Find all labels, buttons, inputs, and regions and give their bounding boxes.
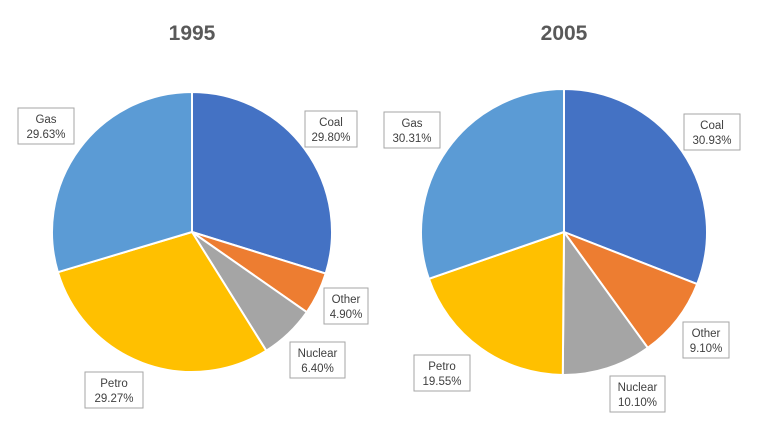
data-label-box [683, 113, 741, 151]
data-label-box [413, 354, 471, 392]
data-label-petro: Petro 19.55% [413, 354, 471, 392]
data-label-other: Other 9.10% [682, 321, 730, 359]
data-label-box [17, 107, 75, 145]
slice-name-label: Coal [700, 120, 724, 132]
data-label-nuclear: Nuclear 6.40% [289, 341, 346, 379]
data-label-box [383, 111, 441, 149]
data-label-gas: Gas 30.31% [383, 111, 441, 149]
pie-slice-coal [191, 90, 333, 275]
pie-chart-2005: 2005 Coal 30.93% Other 9.10% Nuclear 10.10% Pe… [383, 22, 741, 413]
slice-name-label: Gas [401, 118, 422, 130]
slice-value-label: 29.63% [26, 129, 65, 141]
data-label-box [323, 287, 369, 325]
slice-name-label: Gas [35, 114, 56, 126]
pie-slice-gas [51, 90, 193, 274]
pie-slice-coal [563, 87, 708, 286]
data-label-nuclear: Nuclear 10.10% [609, 375, 666, 413]
data-label-box [609, 375, 666, 413]
slice-value-label: 19.55% [422, 376, 461, 388]
slice-name-label: Nuclear [298, 348, 338, 360]
slice-value-label: 29.27% [94, 393, 133, 405]
data-label-coal: Coal 30.93% [683, 113, 741, 151]
pie-chart-1995: 1995 Coal 29.80% Other 4.90% Nuclear 6.40% Pet… [17, 22, 369, 409]
data-label-gas: Gas 29.63% [17, 107, 75, 145]
data-label-other: Other 4.90% [323, 287, 369, 325]
data-label-petro: Petro 29.27% [84, 371, 144, 409]
pie-slice-gas [420, 87, 565, 281]
slice-value-label: 9.10% [690, 343, 723, 355]
slice-value-label: 30.31% [392, 133, 431, 145]
pie-slice-nuclear [561, 228, 650, 376]
pie-slice-other [561, 229, 699, 350]
data-label-box [304, 110, 358, 148]
data-label-box [84, 371, 144, 409]
slice-name-label: Petro [428, 361, 456, 373]
slice-name-label: Other [692, 328, 721, 340]
slice-name-label: Other [332, 294, 361, 306]
chart-title: 1995 [169, 22, 216, 45]
slice-value-label: 29.80% [311, 132, 350, 144]
data-label-box [289, 341, 346, 379]
chart-title: 2005 [541, 22, 588, 45]
slice-name-label: Nuclear [618, 382, 658, 394]
slice-value-label: 6.40% [301, 363, 334, 375]
slice-name-label: Petro [100, 378, 128, 390]
slice-value-label: 30.93% [692, 135, 731, 147]
slice-value-label: 10.10% [618, 397, 657, 409]
slice-name-label: Coal [319, 117, 343, 129]
pie-slice-petro [56, 230, 268, 373]
slice-value-label: 4.90% [330, 309, 363, 321]
data-label-box [682, 321, 730, 359]
data-label-coal: Coal 29.80% [304, 110, 358, 148]
